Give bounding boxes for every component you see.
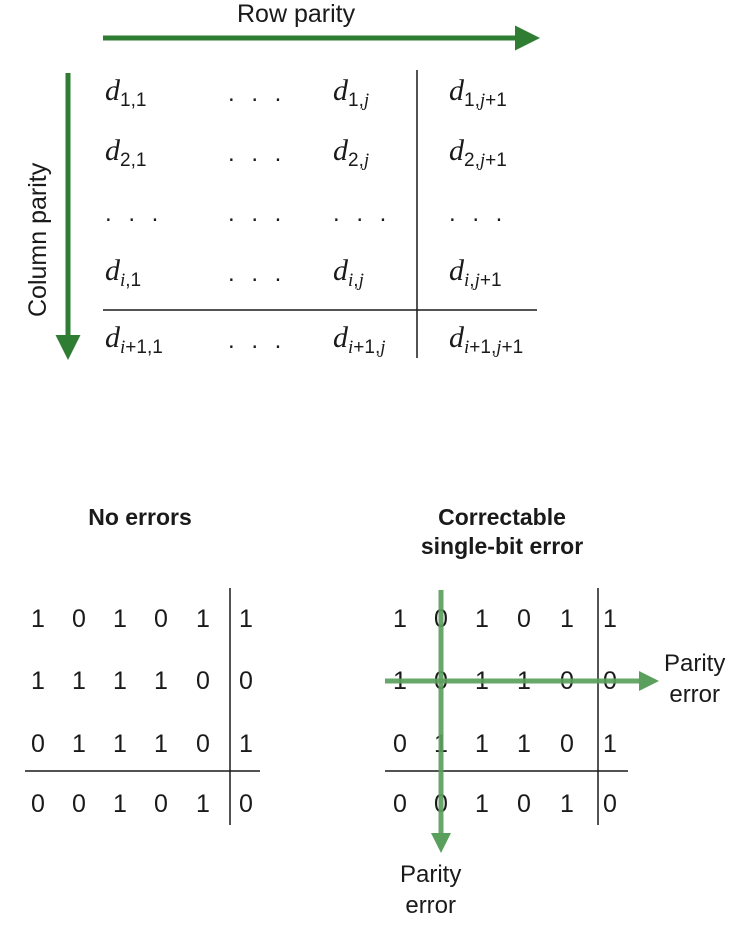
correctable-bit: 1	[603, 730, 617, 758]
column-parity-error-line-1: Parity	[400, 861, 462, 888]
correctable-bit: 0	[560, 730, 574, 758]
correctable-title-line-1: Correctable	[438, 504, 566, 530]
no-errors-bit: 0	[154, 605, 168, 633]
general-matrix-cell: . . .	[449, 200, 508, 227]
general-matrix-cell: . . .	[228, 200, 287, 227]
no-errors-bit: 0	[72, 790, 86, 818]
correctable-bit: 1	[560, 605, 574, 633]
column-parity-error-note: Parity error	[400, 859, 461, 921]
correctable-bit: 1	[517, 730, 531, 758]
general-matrix-cell: . . .	[228, 327, 287, 354]
correctable-bit: 1	[475, 730, 489, 758]
correctable-bit: 0	[393, 730, 407, 758]
general-matrix-cell: di+1,j	[333, 321, 386, 358]
general-matrix-cell: d1,j+1	[449, 74, 507, 111]
general-matrix-cell: . . .	[228, 260, 287, 287]
general-matrix-cell: d1,j	[333, 74, 370, 111]
row-parity-error-line-1: Parity	[664, 650, 726, 677]
no-errors-bit: 0	[196, 667, 210, 695]
general-matrix-cell: . . .	[333, 200, 392, 227]
column-parity-error-line-2: error	[405, 892, 457, 919]
no-errors-bit: 1	[72, 667, 86, 695]
no-errors-bit: 1	[154, 667, 168, 695]
row-parity-error-note: Parity error	[664, 648, 725, 710]
no-errors-bit: 1	[113, 730, 127, 758]
no-errors-bit: 1	[113, 605, 127, 633]
no-errors-bit: 1	[31, 605, 45, 633]
general-matrix-cell: di+1,1	[105, 321, 163, 358]
general-matrix-cell: di,j	[333, 254, 364, 291]
row-parity-label: Row parity	[237, 0, 356, 28]
general-matrix-cell: d2,1	[105, 134, 147, 171]
no-errors-bit: 0	[239, 667, 253, 695]
correctable-bit: 0	[517, 790, 531, 818]
no-errors-bit: 1	[113, 790, 127, 818]
general-matrix-cell: . . .	[228, 80, 287, 107]
correctable-bit: 0	[603, 790, 617, 818]
no-errors-bit: 0	[239, 790, 253, 818]
no-errors-bit: 1	[239, 605, 253, 633]
no-errors-bit: 0	[154, 790, 168, 818]
general-matrix-cell: d1,1	[105, 74, 147, 111]
no-errors-bit: 0	[31, 790, 45, 818]
correctable-bit: 0	[393, 790, 407, 818]
row-parity-error-line-2: error	[669, 681, 721, 708]
general-matrix-cell: d2,j	[333, 134, 370, 171]
correctable-bit: 1	[475, 605, 489, 633]
correctable-bit: 1	[475, 790, 489, 818]
general-matrix-cell: . . .	[228, 140, 287, 167]
no-errors-bit: 1	[196, 790, 210, 818]
general-matrix-cell: d2,j+1	[449, 134, 507, 171]
no-errors-bit: 1	[113, 667, 127, 695]
no-errors-bit: 1	[31, 667, 45, 695]
correctable-bit: 1	[603, 605, 617, 633]
no-errors-bit: 1	[72, 730, 86, 758]
correctable-title: Correctable single-bit error	[352, 503, 652, 561]
no-errors-bit: 1	[239, 730, 253, 758]
general-matrix-cell: di+1,j+1	[449, 321, 524, 358]
general-matrix-cell: di,1	[105, 254, 142, 291]
general-matrix-cell: . . .	[105, 200, 164, 227]
no-errors-bit: 1	[154, 730, 168, 758]
general-matrix-cell: di,j+1	[449, 254, 502, 291]
correctable-bit: 1	[560, 790, 574, 818]
no-errors-bit: 0	[196, 730, 210, 758]
correctable-bit: 1	[393, 605, 407, 633]
correctable-title-line-2: single-bit error	[420, 533, 584, 559]
no-errors-title: No errors	[88, 504, 192, 530]
no-errors-bit: 1	[196, 605, 210, 633]
no-errors-bit: 0	[31, 730, 45, 758]
correctable-bit: 0	[517, 605, 531, 633]
no-errors-bit: 0	[72, 605, 86, 633]
